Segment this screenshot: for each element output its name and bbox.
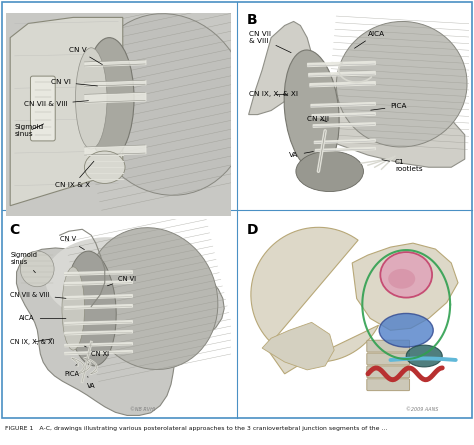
Text: ©2009 AANS: ©2009 AANS <box>406 408 438 413</box>
Ellipse shape <box>406 345 442 367</box>
Polygon shape <box>262 322 334 370</box>
Ellipse shape <box>20 251 54 287</box>
Polygon shape <box>10 17 123 206</box>
Text: B: B <box>246 12 257 27</box>
FancyBboxPatch shape <box>367 379 410 391</box>
Circle shape <box>380 252 432 298</box>
Text: CN V: CN V <box>69 47 102 65</box>
Ellipse shape <box>66 251 116 366</box>
Text: CN VII & VIII: CN VII & VIII <box>10 291 66 298</box>
Text: Sigmoid
sinus: Sigmoid sinus <box>15 124 44 138</box>
Text: ©NB RVHI: ©NB RVHI <box>129 408 155 413</box>
Text: CN XI: CN XI <box>84 346 109 357</box>
Polygon shape <box>248 21 465 167</box>
Text: CN VII
& VIII: CN VII & VIII <box>248 31 291 53</box>
Text: VA: VA <box>87 376 95 389</box>
Text: CN IX, X, & XI: CN IX, X, & XI <box>10 339 55 345</box>
Text: AICA: AICA <box>355 31 385 48</box>
Ellipse shape <box>84 151 125 183</box>
Ellipse shape <box>45 237 169 320</box>
Text: D: D <box>246 223 258 237</box>
Text: CN VI: CN VI <box>108 276 136 286</box>
Text: PICA: PICA <box>64 364 79 377</box>
Text: A: A <box>9 12 20 27</box>
Ellipse shape <box>86 14 249 195</box>
Ellipse shape <box>86 228 218 369</box>
Text: CN IX & X: CN IX & X <box>55 161 94 188</box>
FancyBboxPatch shape <box>367 353 410 365</box>
Polygon shape <box>6 13 231 216</box>
Text: CN VII & VIII: CN VII & VIII <box>24 101 89 107</box>
Text: AICA: AICA <box>19 316 66 321</box>
Ellipse shape <box>62 267 84 350</box>
Ellipse shape <box>337 21 467 147</box>
Text: C: C <box>9 223 20 237</box>
FancyBboxPatch shape <box>367 340 410 352</box>
Ellipse shape <box>284 50 339 171</box>
FancyBboxPatch shape <box>367 366 410 378</box>
Text: PICA: PICA <box>371 104 407 110</box>
Text: FIGURE 1   A-C, drawings illustrating various posterolateral approaches to the 3: FIGURE 1 A-C, drawings illustrating vari… <box>5 425 387 431</box>
Text: Sigmoid
sinus: Sigmoid sinus <box>10 252 37 273</box>
Text: VA: VA <box>289 152 313 158</box>
Ellipse shape <box>75 48 107 149</box>
Text: CN VI: CN VI <box>51 79 98 86</box>
Text: CN XII: CN XII <box>307 116 329 122</box>
Text: C1
rootlets: C1 rootlets <box>382 159 423 172</box>
Text: CN IX, X, & XI: CN IX, X, & XI <box>248 91 298 97</box>
Ellipse shape <box>388 269 415 289</box>
FancyBboxPatch shape <box>30 76 55 141</box>
Polygon shape <box>17 239 224 416</box>
Ellipse shape <box>379 313 433 347</box>
Polygon shape <box>352 243 458 330</box>
Polygon shape <box>251 227 379 374</box>
Ellipse shape <box>296 151 364 191</box>
Text: CN V: CN V <box>60 236 84 250</box>
Ellipse shape <box>84 38 134 159</box>
